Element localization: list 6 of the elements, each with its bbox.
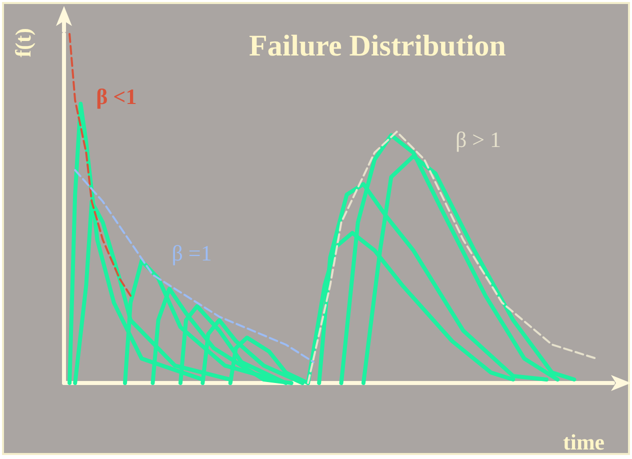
series-label: β <1 (96, 84, 137, 109)
series-label: β =1 (172, 240, 212, 266)
y-axis-title: f(t) (10, 28, 36, 58)
x-axis-title: time (563, 430, 605, 454)
chart-title: Failure Distribution (249, 30, 506, 62)
series-label: β > 1 (455, 127, 502, 152)
